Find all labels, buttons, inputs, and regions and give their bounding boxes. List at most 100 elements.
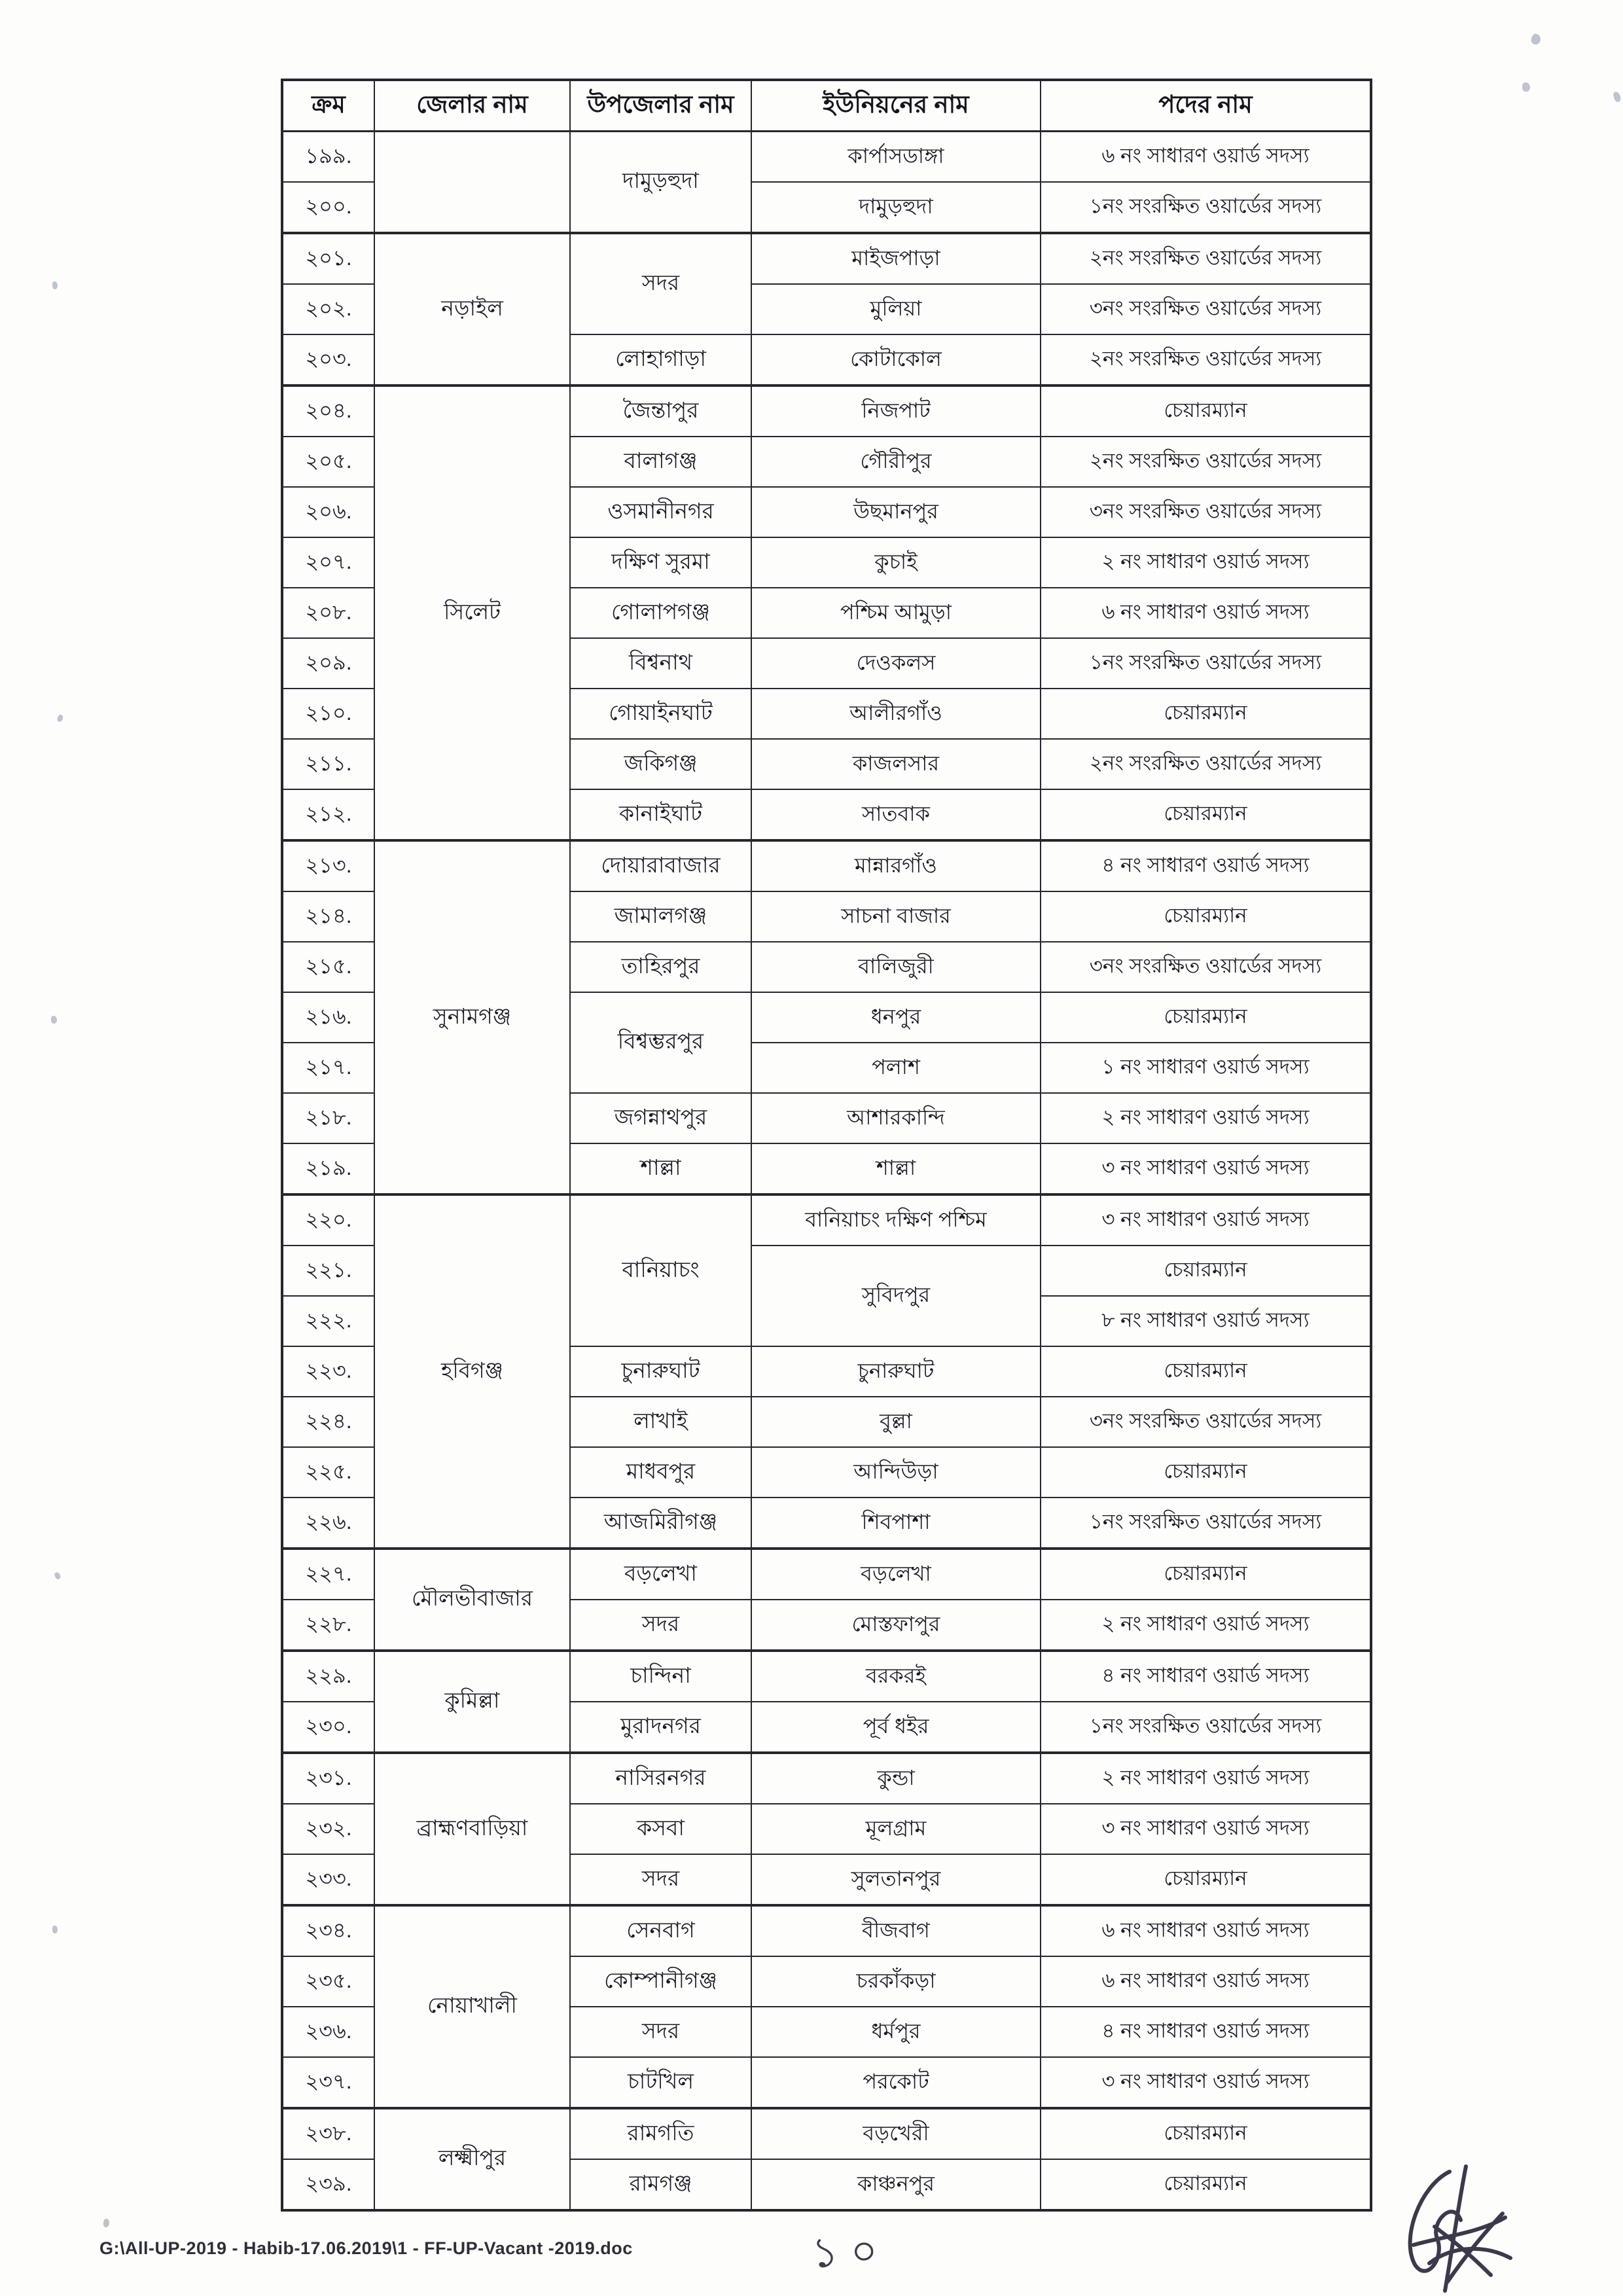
cell-serial: ২৩৯. <box>281 2159 375 2211</box>
cell-union: সুবিদপুর <box>751 1245 1041 1347</box>
cell-upazila: জগন্নাথপুর <box>569 1092 752 1144</box>
cell-serial: ২০৩. <box>281 334 375 386</box>
cell-upazila: বড়লেখা <box>569 1547 752 1600</box>
cell-union: বানিয়াচং দক্ষিণ পশ্চিম <box>751 1193 1041 1246</box>
cell-upazila: চুনারুঘাট <box>569 1346 752 1397</box>
cell-position: ৮ নং সাধারণ ওয়ার্ড সদস্য <box>1040 1295 1372 1347</box>
vacancy-table: ক্রম জেলার নাম উপজেলার নাম ইউনিয়নের নাম… <box>281 79 1372 2212</box>
cell-serial: ২১৪. <box>281 891 375 942</box>
table-row: ২২৪. লাখাই বুল্লা ৩নং সংরক্ষিত ওয়ার্ডের সদ… <box>281 1396 1372 1448</box>
cell-union: সাচনা বাজার <box>751 891 1041 942</box>
cell-upazila: গোয়াইনঘাট <box>569 688 752 740</box>
cell-upazila: গোলাপগঞ্জ <box>569 587 752 639</box>
table-row: ২২৯. কুমিল্লা চান্দিনা বরকরই ৪ নং সাধারণ ওয়… <box>281 1649 1372 1753</box>
cell-position: ৬ নং সাধারণ ওয়ার্ড সদস্য <box>1040 587 1372 639</box>
cell-serial: ২৩৮. <box>281 2107 375 2160</box>
cell-union: মান্নারগাঁও <box>751 839 1041 892</box>
cell-position: ৪ নং সাধারণ ওয়ার্ড সদস্য <box>1040 2006 1372 2058</box>
cell-upazila: লোহাগাড়া <box>569 334 752 386</box>
cell-position: ২নং সংরক্ষিত ওয়ার্ডের সদস্য <box>1040 738 1372 790</box>
table-row: ২১০. গোয়াইনঘাট আলীরগাঁও চেয়ারম্যান <box>281 688 1372 740</box>
cell-upazila: দক্ষিণ সুরমা <box>569 537 752 588</box>
scan-speck <box>102 2218 111 2228</box>
table-row: ২১৪. জামালগঞ্জ সাচনা বাজার চেয়ারম্যান <box>281 891 1372 942</box>
cell-upazila: নাসিরনগর <box>569 1751 752 1804</box>
cell-serial: ২২০. <box>281 1193 375 1246</box>
cell-position: ২ নং সাধারণ ওয়ার্ড সদস্য <box>1040 537 1372 588</box>
cell-union: মোস্তফাপুর <box>751 1599 1041 1651</box>
cell-union: মাইজপাড়া <box>751 232 1041 285</box>
cell-serial: ২৩০. <box>281 1701 375 1753</box>
cell-union: বড়লেখা <box>751 1547 1041 1600</box>
cell-serial: ২২৭. <box>281 1547 375 1600</box>
cell-union: সাতবাক <box>751 789 1041 841</box>
table-row: ২২৬. আজমিরীগঞ্জ শিবপাশা ১নং সংরক্ষিত ওয়ার্… <box>281 1497 1372 1549</box>
cell-district: নোয়াখালী <box>374 1904 571 2109</box>
cell-district: হবিগঞ্জ <box>374 1193 571 1549</box>
cell-serial: ২১৫. <box>281 941 375 993</box>
cell-union: বালিজুরী <box>751 941 1041 993</box>
cell-position: ৩ নং সাধারণ ওয়ার্ড সদস্য <box>1040 1143 1372 1195</box>
cell-serial: ২২৮. <box>281 1599 375 1651</box>
cell-upazila: সদর <box>569 1599 752 1651</box>
cell-position: চেয়ারম্যান <box>1040 384 1372 437</box>
table-row: ২৩৭. চাটখিল পরকোট ৩ নং সাধারণ ওয়ার্ড সদস্য <box>281 2056 1372 2109</box>
page-number: ১০ <box>810 2226 891 2277</box>
cell-upazila: বানিয়াচং <box>569 1193 752 1347</box>
cell-union: শিবপাশা <box>751 1497 1041 1549</box>
signature-scribble <box>1408 2164 1512 2293</box>
cell-serial: ২৩২. <box>281 1803 375 1855</box>
cell-union: পরকোট <box>751 2056 1041 2109</box>
cell-serial: ২৩৬. <box>281 2006 375 2058</box>
header-serial: ক্রম <box>281 79 375 132</box>
cell-position: ১নং সংরক্ষিত ওয়ার্ডের সদস্য <box>1040 637 1372 689</box>
cell-serial: ২০৫. <box>281 436 375 488</box>
header-upazila: উপজেলার নাম <box>569 79 752 132</box>
cell-upazila: কোম্পানীগঞ্জ <box>569 1956 752 2007</box>
cell-upazila: সদর <box>569 2006 752 2058</box>
cell-upazila: ওসমানীনগর <box>569 486 752 538</box>
cell-serial: ২৩৫. <box>281 1956 375 2007</box>
table-header: ক্রম জেলার নাম উপজেলার নাম ইউনিয়নের নাম… <box>281 79 1372 132</box>
cell-union: পশ্চিম আমুড়া <box>751 587 1041 639</box>
cell-upazila: তাহিরপুর <box>569 941 752 993</box>
cell-serial: ২০২. <box>281 283 375 335</box>
cell-upazila: সদর <box>569 232 752 335</box>
cell-upazila: মাধবপুর <box>569 1446 752 1498</box>
cell-union: কুচাই <box>751 537 1041 588</box>
table-row: ২৩৮. লক্ষ্মীপুর রামগতি বড়খেরী চেয়ারম্যান <box>281 2107 1372 2211</box>
cell-serial: ২২৯. <box>281 1649 375 1702</box>
cell-serial: ২০০. <box>281 181 375 234</box>
table-row: ২০১. নড়াইল সদর মাইজপাড়া ২নং সংরক্ষিত ওয়ার… <box>281 232 1372 386</box>
cell-union: কুন্ডা <box>751 1751 1041 1804</box>
table-row: ২৩৬. সদর ধর্মপুর ৪ নং সাধারণ ওয়ার্ড সদস্য <box>281 2006 1372 2058</box>
cell-upazila: বিশ্বম্ভরপুর <box>569 992 752 1094</box>
header-position: পদের নাম <box>1040 79 1372 132</box>
cell-serial: ২০৯. <box>281 637 375 689</box>
cell-union: শাল্লা <box>751 1143 1041 1195</box>
cell-union: কোটাকোল <box>751 334 1041 386</box>
cell-union: আন্দিউড়া <box>751 1446 1041 1498</box>
cell-upazila: জৈন্তাপুর <box>569 384 752 437</box>
cell-union: কার্পাসডাঙ্গা <box>751 130 1041 183</box>
cell-serial: ২২৪. <box>281 1396 375 1448</box>
table-row: ২০৬. ওসমানীনগর উছমানপুর ৩নং সংরক্ষিত ওয়ার্… <box>281 486 1372 538</box>
table-row: ২৩৫. কোম্পানীগঞ্জ চরকাঁকড়া ৬ নং সাধারণ ওয়… <box>281 1956 1372 2007</box>
cell-serial: ২১২. <box>281 789 375 841</box>
cell-serial: ২০৬. <box>281 486 375 538</box>
table-row: ২১১. জকিগঞ্জ কাজলসার ২নং সংরক্ষিত ওয়ার্ডের… <box>281 738 1372 790</box>
cell-serial: ২৩৭. <box>281 2056 375 2109</box>
cell-position: চেয়ারম্যান <box>1040 992 1372 1043</box>
scan-speck <box>51 1016 57 1024</box>
cell-district <box>374 130 571 234</box>
table-row: ২০৪. সিলেট জৈন্তাপুর নিজপাট চেয়ারম্যান <box>281 384 1372 841</box>
cell-position: চেয়ারম্যান <box>1040 891 1372 942</box>
cell-union: উছমানপুর <box>751 486 1041 538</box>
scan-speck <box>56 713 65 723</box>
header-row: ক্রম জেলার নাম উপজেলার নাম ইউনিয়নের নাম… <box>281 79 1372 132</box>
cell-upazila: শাল্লা <box>569 1143 752 1195</box>
cell-district: সুনামগঞ্জ <box>374 839 571 1195</box>
cell-union: ধনপুর <box>751 992 1041 1043</box>
table-row: ২২৮. সদর মোস্তফাপুর ২ নং সাধারণ ওয়ার্ড সদস… <box>281 1599 1372 1651</box>
table-row: ২৩০. মুরাদনগর পূর্ব ধইর ১নং সংরক্ষিত ওয়ার্… <box>281 1701 1372 1753</box>
